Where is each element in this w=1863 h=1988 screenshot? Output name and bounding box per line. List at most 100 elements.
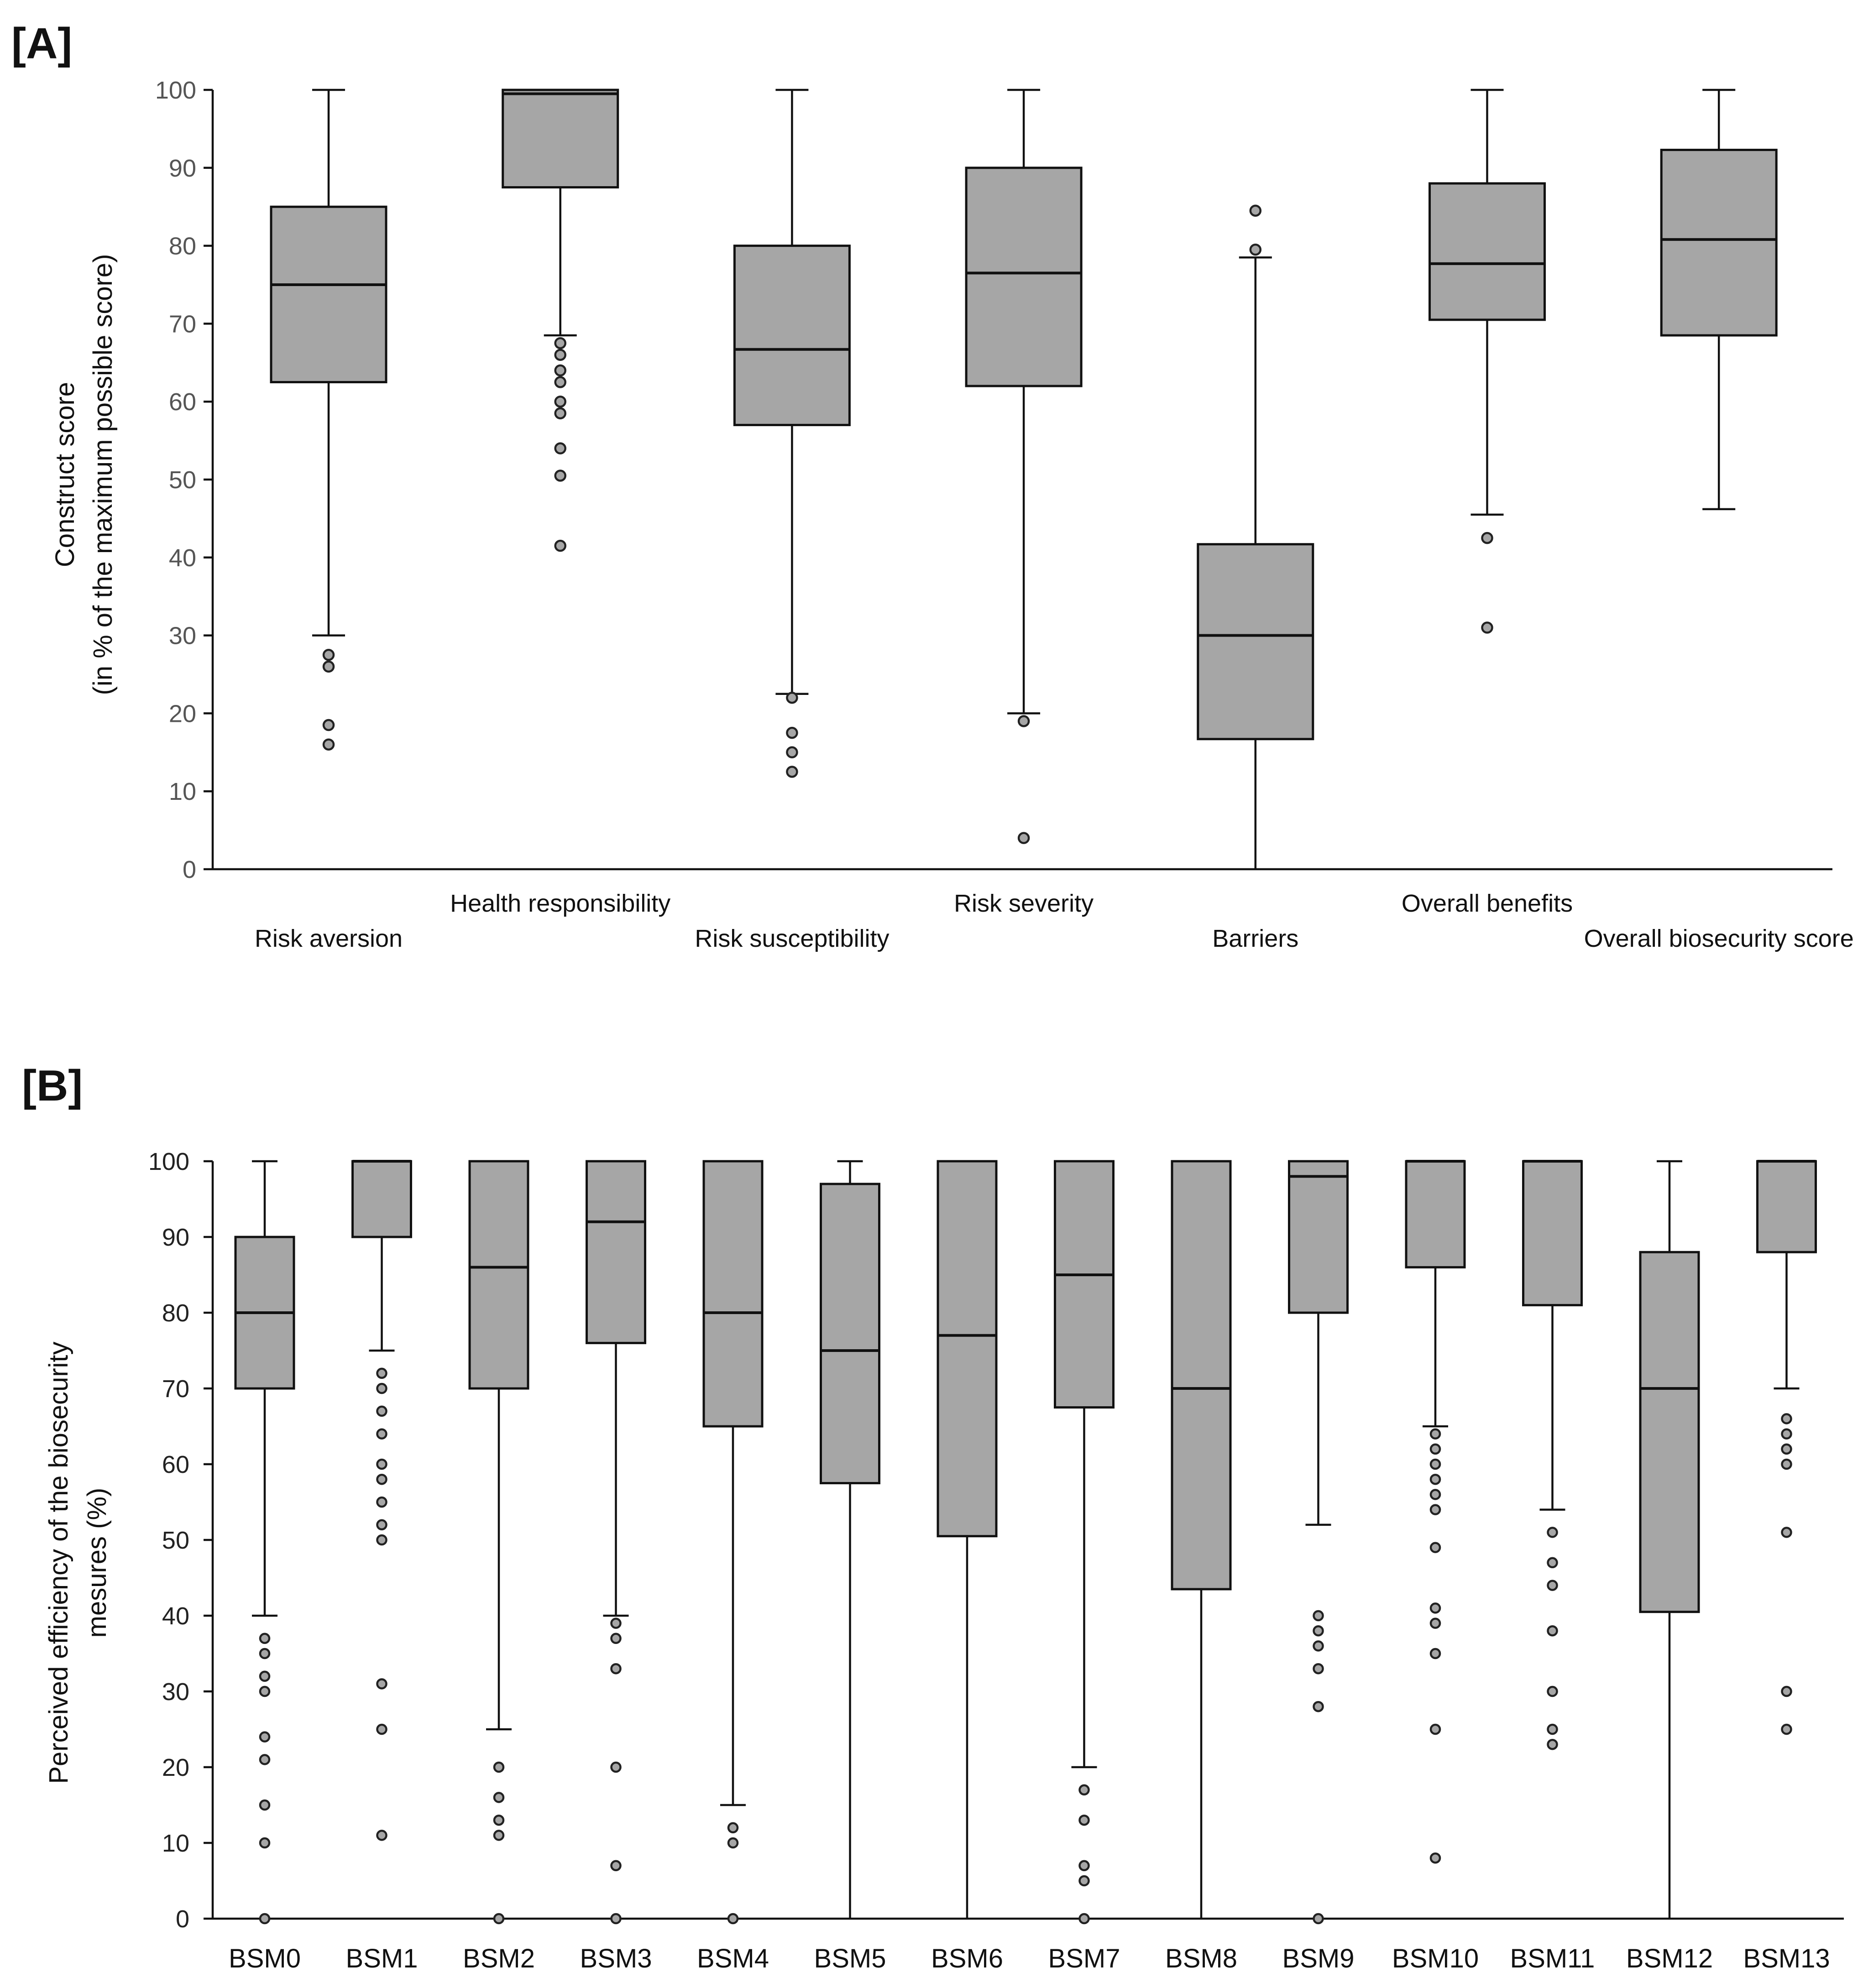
box-iqr xyxy=(1288,1160,1349,1314)
box-iqr xyxy=(1756,1160,1817,1253)
outlier-point xyxy=(1017,832,1030,844)
panel-b-y-title-line1: Perceived efficiency of the biosecurity xyxy=(44,1341,73,1784)
category-label: BSM6 xyxy=(931,1944,1003,1973)
y-tick-label: 50 xyxy=(169,466,196,494)
outlier-point xyxy=(1078,1860,1090,1872)
category-label: BSM11 xyxy=(1510,1944,1595,1973)
category-label: BSM3 xyxy=(580,1944,652,1973)
outlier-point xyxy=(1781,1685,1792,1697)
panel-b-category-labels: BSM0 BSM1 BSM2 BSM3 BSM4 BSM5 BSM6 BSM7 BSM8 BSM9… xyxy=(229,1944,1830,1973)
panel-b-boxes xyxy=(234,1160,1817,1925)
outlier-point xyxy=(376,1473,387,1485)
outlier-point xyxy=(1781,1458,1792,1470)
box-iqr xyxy=(502,89,619,188)
outlier-point xyxy=(554,337,566,350)
box-5 xyxy=(1429,89,1546,634)
category-label: BSM8 xyxy=(1165,1944,1237,1973)
box-1 xyxy=(502,89,619,552)
y-tick-label: 40 xyxy=(162,1602,189,1630)
outlier-point xyxy=(554,470,566,482)
box-iqr xyxy=(270,205,387,383)
box-6 xyxy=(937,1160,998,1919)
outlier-point xyxy=(493,1913,505,1925)
outlier-point xyxy=(1429,1723,1441,1735)
outlier-point xyxy=(1017,715,1030,727)
category-label: Barriers xyxy=(1212,925,1298,952)
outlier-point xyxy=(786,766,798,778)
category-label: BSM7 xyxy=(1048,1944,1120,1973)
panel-b-y-axis-title: Perceived efficiency of the biosecurity … xyxy=(44,1341,112,1784)
category-label: BSM12 xyxy=(1626,1944,1713,1973)
outlier-point xyxy=(1429,1428,1441,1440)
outlier-point xyxy=(376,1830,387,1841)
outlier-point xyxy=(1249,204,1262,217)
y-tick-label: 20 xyxy=(169,700,196,727)
y-tick-label: 80 xyxy=(169,233,196,260)
y-tick-label: 40 xyxy=(169,544,196,572)
outlier-point xyxy=(376,1496,387,1508)
outlier-point xyxy=(1481,621,1493,634)
outlier-point xyxy=(322,649,335,661)
outlier-point xyxy=(1429,1602,1441,1614)
y-tick-label: 10 xyxy=(169,778,196,805)
outlier-point xyxy=(1547,1685,1558,1697)
y-tick-label: 100 xyxy=(155,77,196,104)
outlier-point xyxy=(786,726,798,739)
box-iqr xyxy=(351,1160,412,1238)
panel-a-y-axis-title: Construct score (in % of the maximum pos… xyxy=(50,254,118,695)
box-6 xyxy=(1660,89,1778,511)
outlier-point xyxy=(1313,1640,1324,1652)
box-iqr xyxy=(586,1160,646,1344)
category-label: BSM0 xyxy=(229,1944,301,1973)
panel-a-y-ticks: 0 10 20 30 40 50 60 70 80 90 100 xyxy=(155,77,213,883)
outlier-point xyxy=(1781,1428,1792,1440)
outlier-point xyxy=(1547,1723,1558,1735)
outlier-point xyxy=(1429,1443,1441,1455)
outlier-point xyxy=(1781,1723,1792,1735)
box-3 xyxy=(965,89,1083,844)
outlier-point xyxy=(1078,1913,1090,1925)
box-7 xyxy=(1054,1160,1115,1925)
category-label: Risk aversion xyxy=(255,925,403,952)
category-label: Overall biosecurity score xyxy=(1584,925,1854,952)
y-tick-label: 60 xyxy=(162,1451,189,1478)
box-iqr xyxy=(820,1183,880,1485)
outlier-point xyxy=(1429,1504,1441,1515)
outlier-point xyxy=(376,1405,387,1417)
outlier-point xyxy=(322,719,335,731)
box-9 xyxy=(1288,1160,1349,1925)
outlier-point xyxy=(1313,1913,1324,1925)
y-tick-label: 90 xyxy=(169,155,196,182)
category-label: BSM13 xyxy=(1743,1944,1830,1973)
outlier-point xyxy=(1429,1852,1441,1864)
outlier-point xyxy=(727,1837,739,1849)
box-iqr xyxy=(468,1160,529,1390)
outlier-point xyxy=(1078,1814,1090,1826)
y-tick-label: 0 xyxy=(183,856,196,883)
category-label: BSM5 xyxy=(814,1944,886,1973)
box-iqr xyxy=(1054,1160,1115,1409)
y-tick-label: 70 xyxy=(162,1375,189,1403)
y-tick-label: 20 xyxy=(162,1754,189,1781)
box-10 xyxy=(1405,1160,1466,1864)
outlier-point xyxy=(1429,1542,1441,1553)
box-2 xyxy=(733,89,851,778)
category-label: Risk susceptibility xyxy=(695,925,889,952)
category-label: BSM4 xyxy=(697,1944,769,1973)
outlier-point xyxy=(1429,1473,1441,1485)
panel-b-label: [B] xyxy=(22,1061,83,1110)
box-2 xyxy=(468,1160,529,1925)
box-iqr xyxy=(1522,1160,1583,1306)
box-iqr xyxy=(1171,1160,1232,1591)
box-4 xyxy=(1197,204,1314,869)
outlier-point xyxy=(1429,1648,1441,1659)
outlier-point xyxy=(1481,532,1493,544)
outlier-point xyxy=(259,1799,271,1811)
outlier-point xyxy=(554,539,566,552)
outlier-point xyxy=(1249,243,1262,256)
outlier-point xyxy=(1078,1784,1090,1796)
outlier-point xyxy=(259,1670,271,1682)
outlier-point xyxy=(727,1913,739,1925)
outlier-point xyxy=(493,1814,505,1826)
panel-b-y-ticks: 0 10 20 30 40 50 60 70 80 90 100 xyxy=(148,1148,213,1933)
